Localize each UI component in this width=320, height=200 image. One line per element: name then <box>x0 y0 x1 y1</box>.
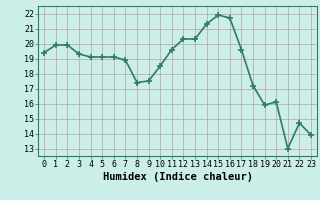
X-axis label: Humidex (Indice chaleur): Humidex (Indice chaleur) <box>103 172 252 182</box>
